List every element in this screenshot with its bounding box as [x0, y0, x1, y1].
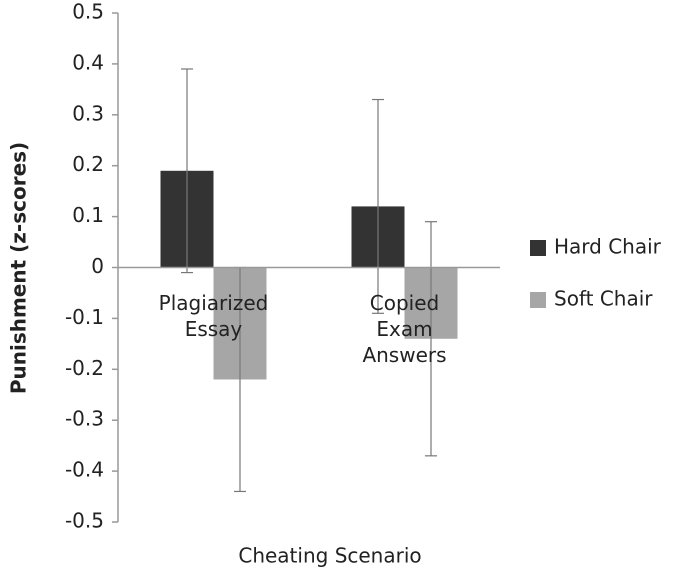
legend-label: Soft Chair — [554, 287, 653, 311]
y-tick-label: 0.4 — [72, 50, 104, 74]
y-tick-label: 0 — [91, 254, 104, 278]
y-axis-label: Punishment (z-scores) — [7, 142, 31, 394]
x-axis-label: Cheating Scenario — [238, 544, 421, 568]
y-tick-label: 0.3 — [72, 101, 104, 125]
y-tick-label: 0.5 — [72, 0, 104, 24]
y-tick-label: -0.5 — [65, 509, 104, 533]
y-tick-label: -0.3 — [65, 407, 104, 431]
x-tick-label: Copied Exam Answers — [362, 290, 447, 367]
y-tick-label: -0.2 — [65, 356, 104, 380]
legend-swatch — [530, 292, 546, 308]
x-tick-label: Plagiarized Essay — [158, 290, 269, 341]
y-tick-label: 0.2 — [72, 152, 104, 176]
y-tick-label: -0.4 — [65, 458, 104, 482]
legend-swatch — [530, 240, 546, 256]
y-tick-label: 0.1 — [72, 203, 104, 227]
y-tick-label: -0.1 — [65, 305, 104, 329]
legend-label: Hard Chair — [554, 235, 662, 259]
